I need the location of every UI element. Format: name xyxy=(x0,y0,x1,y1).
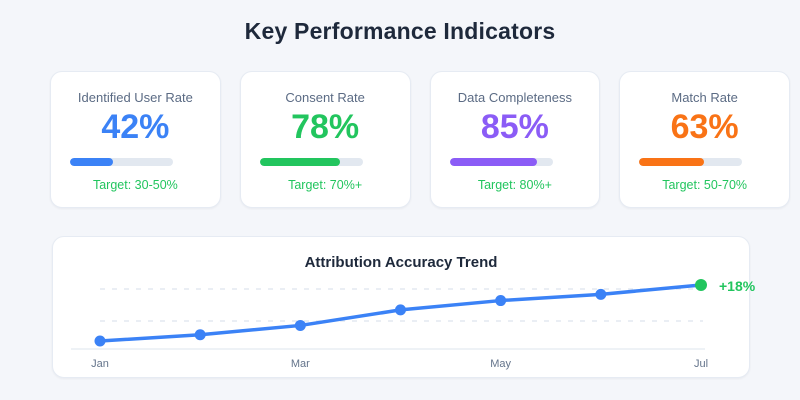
x-tick-label: May xyxy=(490,358,511,370)
x-tick-label: Mar xyxy=(291,358,310,370)
kpi-card-data-completeness: Data Completeness 85% Target: 80%+ xyxy=(429,71,601,208)
progress-bar-fill xyxy=(259,158,341,167)
kpi-label: Identified User Rate xyxy=(77,90,193,105)
progress-bar-fill xyxy=(449,158,538,167)
kpi-value: 63% xyxy=(670,108,739,146)
kpi-card-match-rate: Match Rate 63% Target: 50-70% xyxy=(619,71,790,208)
kpi-target: Target: 70%+ xyxy=(288,178,363,193)
kpi-label: Match Rate xyxy=(671,90,738,105)
kpi-card-identified-user-rate: Identified User Rate 42% Target: 30-50% xyxy=(50,71,221,208)
progress-bar-track xyxy=(639,158,743,167)
progress-bar-track xyxy=(70,158,173,167)
chart-title: Attribution Accuracy Trend xyxy=(304,254,498,271)
x-tick-label: Jan xyxy=(91,358,109,370)
x-tick-label: Jul xyxy=(694,358,708,370)
progress-bar-track xyxy=(449,158,553,167)
kpi-card-row: Identified User Rate 42% Target: 30-50% … xyxy=(50,71,790,208)
kpi-label: Data Completeness xyxy=(457,90,572,105)
kpi-target: Target: 50-70% xyxy=(662,178,748,193)
progress-bar-track xyxy=(259,158,363,167)
trend-line-chart: Jan Mar May Jul xyxy=(71,279,708,370)
kpi-card-consent-rate: Consent Rate 78% Target: 70%+ xyxy=(239,71,411,208)
kpi-value: 42% xyxy=(101,108,170,146)
page-title: Key Performance Indicators xyxy=(244,18,556,44)
kpi-value: 85% xyxy=(480,108,549,146)
trend-chart-card: Attribution Accuracy Trend Jan Mar May Jul … xyxy=(52,236,755,378)
kpi-target: Target: 30-50% xyxy=(92,178,178,193)
kpi-label: Consent Rate xyxy=(285,90,365,105)
trend-delta-badge: +18% xyxy=(719,278,756,294)
progress-bar-fill xyxy=(639,158,705,167)
kpi-value: 78% xyxy=(291,108,360,146)
progress-bar-fill xyxy=(70,158,114,167)
kpi-target: Target: 80%+ xyxy=(477,178,552,193)
